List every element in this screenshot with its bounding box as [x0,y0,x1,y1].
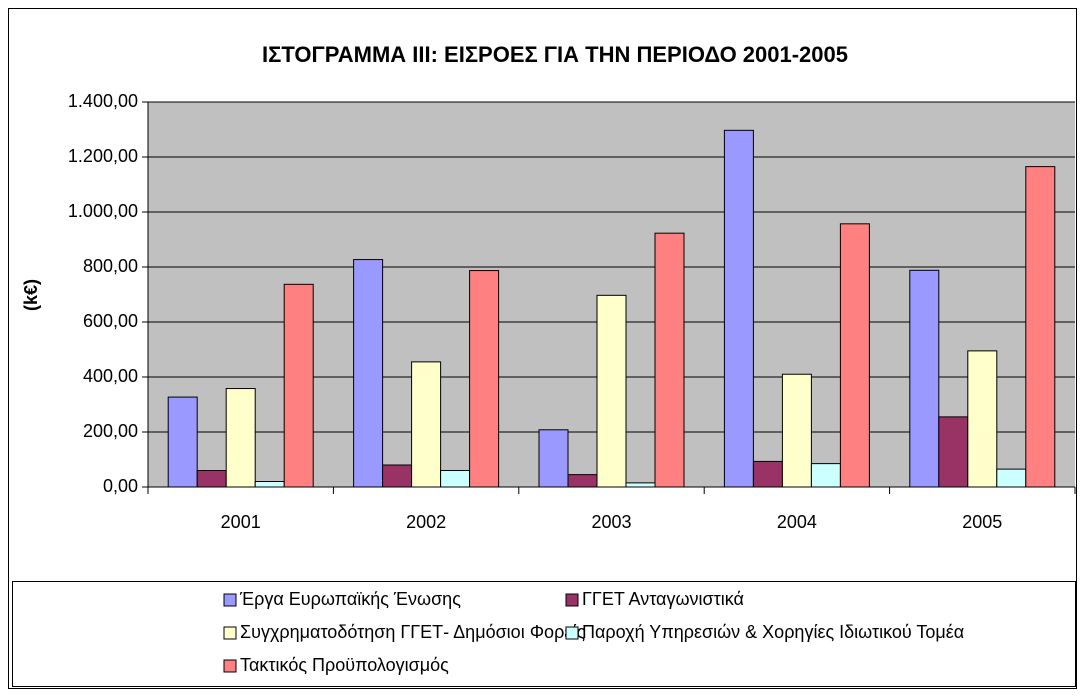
bar [196,470,227,488]
bar [996,468,1027,488]
bar [752,460,783,488]
bar [440,470,471,488]
bar [254,481,285,488]
bar [839,223,870,488]
y-tick-label: 600,00 [83,311,138,331]
bar [781,373,812,488]
bar [382,464,413,488]
chart-title: ΙΣΤΟΓΡΑΜΜΑ ΙΙΙ: ΕΙΣΡΟΕΣ ΓΙΑ ΤΗΝ ΠΕΡΙΟΔΟ … [262,42,848,67]
y-tick-label: 800,00 [83,256,138,276]
bar [723,129,754,488]
legend-swatch [223,593,237,607]
bar [625,482,656,488]
bar [469,270,500,488]
bar [567,474,598,488]
bar [411,361,442,488]
legend-swatch [565,593,579,607]
y-tick-label: 1.200,00 [68,146,138,166]
legend-label: Τακτικός Προϋπολογισμός [240,655,449,675]
bar [596,294,627,488]
legend-label: Συγχρηματοδότηση ΓΓΕΤ- Δημόσιοι Φορείς [240,622,585,642]
legend-label: Έργα Ευρωπαϊκής Ένωσης [239,589,461,609]
legend-swatch [223,659,237,673]
x-tick-label: 2002 [406,512,446,532]
legend-swatch [565,626,579,640]
bar [167,396,198,488]
x-tick-label: 2003 [591,512,631,532]
bar [1025,166,1056,488]
x-tick-label: 2001 [221,512,261,532]
bar [938,416,969,488]
bar [909,269,940,488]
legend [12,581,1076,687]
legend-swatch [223,626,237,640]
legend-label: ΓΓΕΤ Ανταγωνιστικά [582,589,744,609]
bar [654,232,685,488]
y-tick-label: 0,00 [103,476,138,496]
bar [538,429,569,488]
bar [967,350,998,488]
x-tick-label: 2004 [777,512,817,532]
bar [353,259,384,488]
legend-label: Παροχή Υπηρεσιών & Χορηγίες Ιδιωτικού Το… [582,622,964,642]
y-tick-label: 1.400,00 [68,91,138,111]
bar [283,283,314,488]
bar [225,388,256,488]
y-tick-label: 400,00 [83,366,138,386]
y-tick-label: 1.000,00 [68,201,138,221]
x-tick-label: 2005 [962,512,1002,532]
y-axis-title: (k€) [21,279,41,311]
bar [810,463,841,488]
y-tick-label: 200,00 [83,421,138,441]
